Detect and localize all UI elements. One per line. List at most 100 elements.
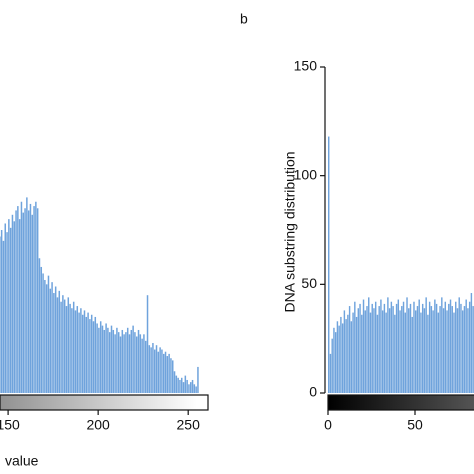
bar [22,212,25,393]
bar [362,299,365,393]
bar [45,284,48,393]
bar [53,293,55,393]
bar [329,353,332,393]
bar [69,303,71,393]
bar [76,306,79,393]
bar [161,349,163,393]
bar [468,301,471,393]
bar [470,293,473,393]
bar [130,329,133,393]
colorbar [327,394,474,411]
y-tick-label: 50 [301,275,317,291]
bar [96,323,98,393]
y-tick-label: 150 [294,58,318,74]
bar [385,312,387,393]
bar [166,356,169,393]
bar [2,240,5,393]
bar [182,382,185,393]
bar [361,314,363,393]
y-tick-label: 100 [294,166,318,182]
bar [420,312,422,393]
bar [58,290,61,393]
bar [446,310,448,393]
x-tick-label: 0 [324,417,332,433]
bar [63,299,66,393]
bar [463,306,466,393]
bar [397,299,400,393]
bar [11,214,14,393]
bar [148,345,151,393]
bar [437,312,440,393]
bar [89,319,91,393]
x-tick-label: 250 [177,417,201,433]
bar [152,343,154,393]
bar [374,301,377,393]
bar [117,332,120,393]
bar [168,353,170,393]
bar [383,303,386,393]
bar [155,345,158,393]
bar [427,314,429,393]
bar [334,332,337,393]
bar [461,310,464,393]
bar [121,329,124,393]
bar [328,136,330,393]
bar [112,329,115,393]
bar [458,297,460,393]
bar [366,306,368,393]
bar [357,308,360,393]
bar [56,297,59,393]
bar [159,347,161,393]
bar [139,334,142,393]
bar [114,334,116,393]
bar [94,316,97,393]
bar [406,297,408,393]
bar [373,308,375,393]
bar [423,308,426,393]
bar [99,321,102,393]
bar [74,310,77,393]
bar [164,351,167,393]
x-tick-label: 150 [0,417,20,433]
bar [394,314,396,393]
bar [415,310,417,393]
bar [119,336,122,393]
bar [188,384,190,393]
bar [411,316,413,393]
bar [143,334,145,393]
bar [378,306,380,393]
bar [85,316,88,393]
bar [107,327,109,393]
bar [110,325,113,393]
bar [173,371,176,393]
bar [0,230,3,393]
bar [18,219,21,393]
bar [177,377,179,393]
bar [54,286,57,393]
bar [44,279,46,393]
bar [36,208,39,393]
bar [65,306,68,393]
bar [421,303,424,393]
bar [432,310,434,393]
bar [355,316,358,393]
bar [460,303,462,393]
bar [108,332,111,393]
x-tick-label: 200 [86,417,110,433]
bar [98,327,100,393]
bar [134,332,136,393]
bar [189,382,192,393]
bar [78,312,80,393]
bar [171,360,174,393]
y-axis-label: DNA substring distribution [282,151,298,312]
bar [141,338,143,393]
bar [8,219,10,393]
bar [184,375,187,393]
bar [24,208,26,393]
bar [83,310,86,393]
bar [376,314,379,393]
bar [175,375,178,393]
bar [132,325,134,393]
bar [428,301,431,393]
bar [123,334,125,393]
